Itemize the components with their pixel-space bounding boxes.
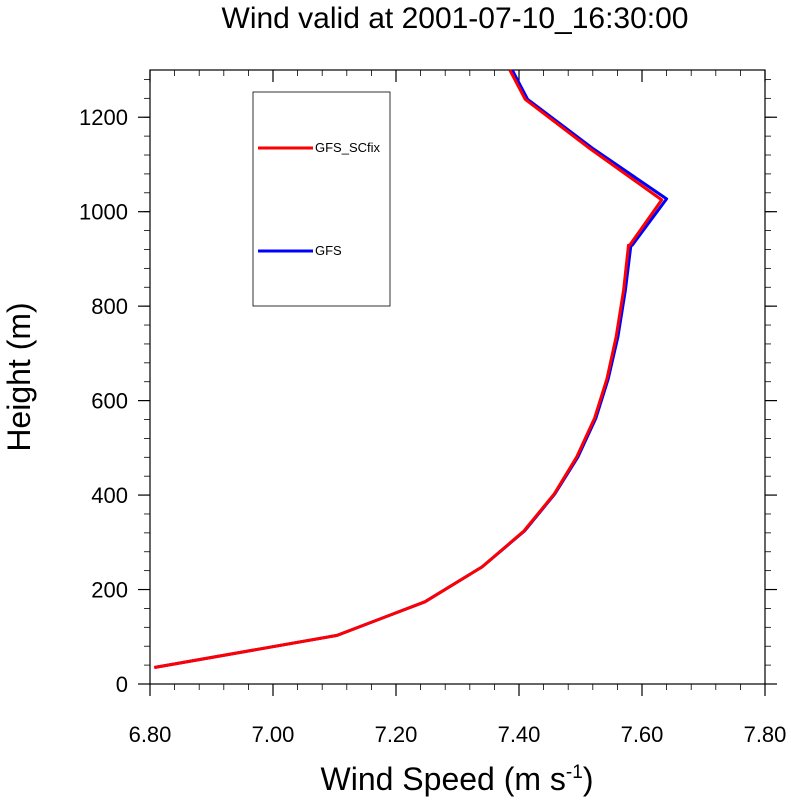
x-tick-label: 7.80 xyxy=(744,722,787,747)
legend: GFS_SCfix GFS xyxy=(252,91,391,307)
y-tick-label: 600 xyxy=(91,389,128,414)
legend-label-gfs: GFS xyxy=(315,243,342,258)
y-tick-label: 1000 xyxy=(79,200,128,225)
x-tick-label: 6.80 xyxy=(129,722,172,747)
series-line-gfs-scfix xyxy=(154,69,664,669)
series-line-gfs xyxy=(154,69,669,669)
y-tick-label: 800 xyxy=(91,294,128,319)
x-tick-label: 7.00 xyxy=(252,722,295,747)
x-tick-labels: 6.80 7.00 7.20 7.40 7.60 7.80 xyxy=(129,722,787,747)
legend-label-gfs-scfix: GFS_SCfix xyxy=(315,140,381,155)
x-tick-label: 7.40 xyxy=(498,722,541,747)
y-tick-label: 400 xyxy=(91,483,128,508)
y-tick-label: 1200 xyxy=(79,105,128,130)
y-tick-labels: 0 200 400 600 800 1000 1200 xyxy=(79,105,128,697)
legend-box xyxy=(252,91,391,307)
x-tick-label: 7.20 xyxy=(375,722,418,747)
chart-title: Wind valid at 2001-07-10_16:30:00 xyxy=(222,2,689,35)
series-lines xyxy=(154,69,669,669)
y-tick-label: 0 xyxy=(116,672,128,697)
x-axis-label: Wind Speed (m s-1) xyxy=(321,761,594,797)
plot-frame xyxy=(149,69,766,685)
x-tick-label: 7.60 xyxy=(621,722,664,747)
minor-ticks xyxy=(144,70,771,690)
y-tick-label: 200 xyxy=(91,578,128,603)
y-axis-label: Height (m) xyxy=(1,302,37,451)
major-ticks xyxy=(138,70,777,696)
